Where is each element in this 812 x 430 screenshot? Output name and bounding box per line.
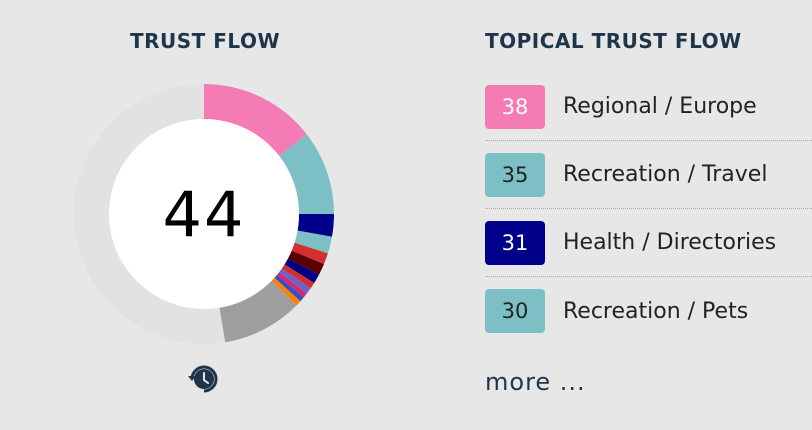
topic-score-badge: 31 — [485, 220, 545, 265]
topic-label[interactable]: Regional / Europe — [563, 94, 757, 119]
more-link[interactable]: more ... — [485, 368, 586, 396]
donut-slice-13 — [73, 84, 226, 344]
trust-flow-donut-chart: 44 — [73, 83, 335, 345]
topical-trust-flow-title: TOPICAL TRUST FLOW — [485, 29, 742, 53]
topic-row-regional-europe[interactable]: 38 Regional / Europe — [485, 73, 812, 141]
donut-slice-8 — [279, 268, 311, 294]
donut-slice-6 — [284, 258, 320, 283]
topic-score-badge: 30 — [485, 289, 545, 333]
topic-label[interactable]: Recreation / Pets — [563, 298, 749, 324]
history-icon[interactable] — [186, 362, 220, 396]
topic-label[interactable]: Recreation / Travel — [563, 162, 768, 187]
donut-slice-1 — [279, 134, 334, 214]
donut-slice-5 — [288, 250, 324, 275]
topic-row-health-directories[interactable]: 31 Health / Directories — [485, 209, 812, 277]
trust-flow-score: 44 — [109, 119, 299, 309]
trust-flow-donut-svg — [73, 84, 334, 344]
topic-score-badge: 35 — [485, 152, 545, 197]
donut-slice-4 — [291, 242, 328, 265]
donut-slice-12 — [219, 280, 297, 343]
donut-slice-0 — [204, 84, 307, 156]
topic-list: 38 Regional / Europe 35 Recreation / Tra… — [485, 73, 812, 345]
topic-row-recreation-pets[interactable]: 30 Recreation / Pets — [485, 277, 812, 345]
topic-row-recreation-travel[interactable]: 35 Recreation / Travel — [485, 141, 812, 209]
donut-slice-9 — [276, 272, 307, 298]
donut-slice-3 — [294, 230, 332, 254]
donut-slice-10 — [274, 275, 304, 302]
topic-score-badge: 38 — [485, 84, 545, 129]
topic-label[interactable]: Health / Directories — [563, 230, 777, 255]
trust-flow-title: TRUST FLOW — [129, 29, 281, 53]
donut-slice-11 — [271, 277, 301, 306]
donut-slice-7 — [281, 264, 315, 289]
donut-slice-2 — [297, 214, 334, 237]
